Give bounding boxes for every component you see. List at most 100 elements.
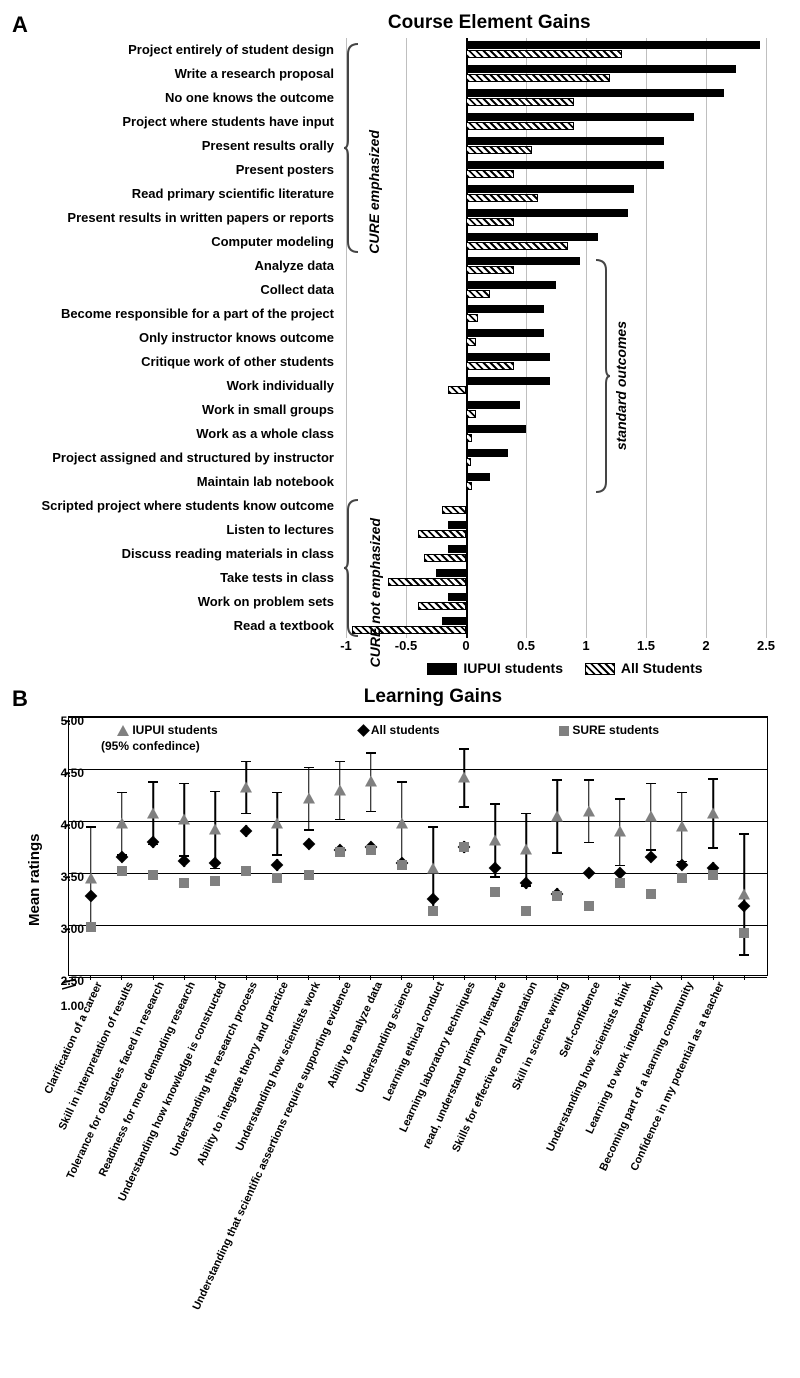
marker-iupui: [427, 862, 439, 873]
x-tick-label: 2.5: [757, 638, 775, 653]
y-tick-label: 2.50: [42, 974, 84, 988]
marker-sure: [521, 906, 531, 916]
bar-iupui: [466, 401, 520, 409]
category-label: Scripted project where students know out…: [12, 498, 340, 513]
category-label: Critique work of other students: [12, 354, 340, 369]
triangle-icon: [117, 725, 129, 736]
x-category-label: Understanding science: [354, 980, 416, 1095]
bar-row: Take tests in class: [12, 566, 788, 590]
bar-row: Analyze data: [12, 254, 788, 278]
category-label: Write a research proposal: [12, 66, 340, 81]
marker-iupui: [489, 834, 501, 845]
category-label: Become responsible for a part of the pro…: [12, 306, 340, 321]
panel-a: A Course Element Gains Project entirely …: [12, 12, 788, 676]
bar-row: Scripted project where students know out…: [12, 494, 788, 518]
category-label: Maintain lab notebook: [12, 474, 340, 489]
bar-iupui: [466, 353, 550, 361]
bar-row: Collect data: [12, 278, 788, 302]
marker-iupui: [645, 810, 657, 821]
marker-sure: [584, 901, 594, 911]
marker-sure: [241, 866, 251, 876]
marker-iupui: [209, 824, 221, 835]
bar-iupui: [466, 377, 550, 385]
marker-iupui: [178, 813, 190, 824]
bar-iupui: [466, 305, 544, 313]
marker-iupui: [520, 844, 532, 855]
y-tick-label: 4.00: [42, 818, 84, 832]
category-label: Collect data: [12, 282, 340, 297]
x-category-label: Skill in science writing: [511, 980, 572, 1092]
bar-iupui: [466, 473, 490, 481]
bar-all-students: [466, 74, 610, 82]
legend-swatch-all: [585, 663, 615, 675]
marker-iupui: [583, 805, 595, 816]
x-tick-label: -0.5: [395, 638, 417, 653]
bar-iupui: [466, 113, 694, 121]
marker-iupui: [458, 772, 470, 783]
category-label: Take tests in class: [12, 570, 340, 585]
panel-a-legend: IUPUI students All Students: [346, 660, 766, 676]
y-tick-label: 4.50: [42, 766, 84, 780]
x-tick-label: 2: [702, 638, 709, 653]
panel-b-label: B: [12, 686, 28, 712]
bar-iupui: [466, 209, 628, 217]
bar-row: Listen to lectures: [12, 518, 788, 542]
marker-iupui: [334, 784, 346, 795]
marker-iupui: [551, 810, 563, 821]
bar-row: Become responsible for a part of the pro…: [12, 302, 788, 326]
bar-iupui: [466, 425, 526, 433]
bar-iupui: [466, 137, 664, 145]
bar-row: Work in small groups: [12, 398, 788, 422]
bar-iupui: [466, 449, 508, 457]
bar-all-students: [424, 554, 466, 562]
bar-all-students: [466, 146, 532, 154]
bar-row: Work on problem sets: [12, 590, 788, 614]
category-label: Present results in written papers or rep…: [12, 210, 340, 225]
legend-label-all: All Students: [621, 660, 703, 676]
bar-iupui: [466, 65, 736, 73]
category-label: Project where students have input: [12, 114, 340, 129]
legend-b-sure: SURE students: [559, 723, 659, 737]
category-label: Listen to lectures: [12, 522, 340, 537]
marker-iupui: [738, 888, 750, 899]
bar-row: Work individually: [12, 374, 788, 398]
category-label: Project assigned and structured by instr…: [12, 450, 340, 465]
legend-b-confidence: (95% confedince): [101, 739, 200, 753]
bar-iupui: [448, 593, 466, 601]
category-label: Work in small groups: [12, 402, 340, 417]
marker-iupui: [116, 818, 128, 829]
bar-all-students: [466, 290, 490, 298]
category-label: Analyze data: [12, 258, 340, 273]
marker-iupui: [240, 781, 252, 792]
bar-row: Discuss reading materials in class: [12, 542, 788, 566]
marker-sure: [552, 891, 562, 901]
marker-iupui: [614, 826, 626, 837]
marker-sure: [459, 842, 469, 852]
marker-sure: [117, 866, 127, 876]
category-label: Computer modeling: [12, 234, 340, 249]
bar-row: Project entirely of student design: [12, 38, 788, 62]
marker-sure: [304, 870, 314, 880]
legend-b-iupui: IUPUI students: [117, 723, 218, 737]
category-label: Read primary scientific literature: [12, 186, 340, 201]
panel-b-x-axis: Clarification of a careerSkill in interp…: [68, 976, 768, 1206]
marker-sure: [335, 847, 345, 857]
marker-iupui: [676, 821, 688, 832]
bar-row: Project assigned and structured by instr…: [12, 446, 788, 470]
marker-sure: [86, 922, 96, 932]
bar-row: Write a research proposal: [12, 62, 788, 86]
bar-all-students: [466, 98, 574, 106]
bar-all-students: [442, 506, 466, 514]
bar-row: Work as a whole class: [12, 422, 788, 446]
bar-iupui: [448, 545, 466, 553]
marker-iupui: [85, 873, 97, 884]
bar-iupui: [436, 569, 466, 577]
marker-sure: [739, 928, 749, 938]
x-tick-label: 1: [582, 638, 589, 653]
legend-b-all: All students: [359, 723, 440, 737]
x-tick-label: 1.5: [637, 638, 655, 653]
marker-sure: [646, 889, 656, 899]
bar-chart: Project entirely of student design Write …: [12, 38, 788, 638]
category-label: Work individually: [12, 378, 340, 393]
panel-b: B Learning Gains Mean ratings IUPUI stud…: [12, 686, 788, 1206]
